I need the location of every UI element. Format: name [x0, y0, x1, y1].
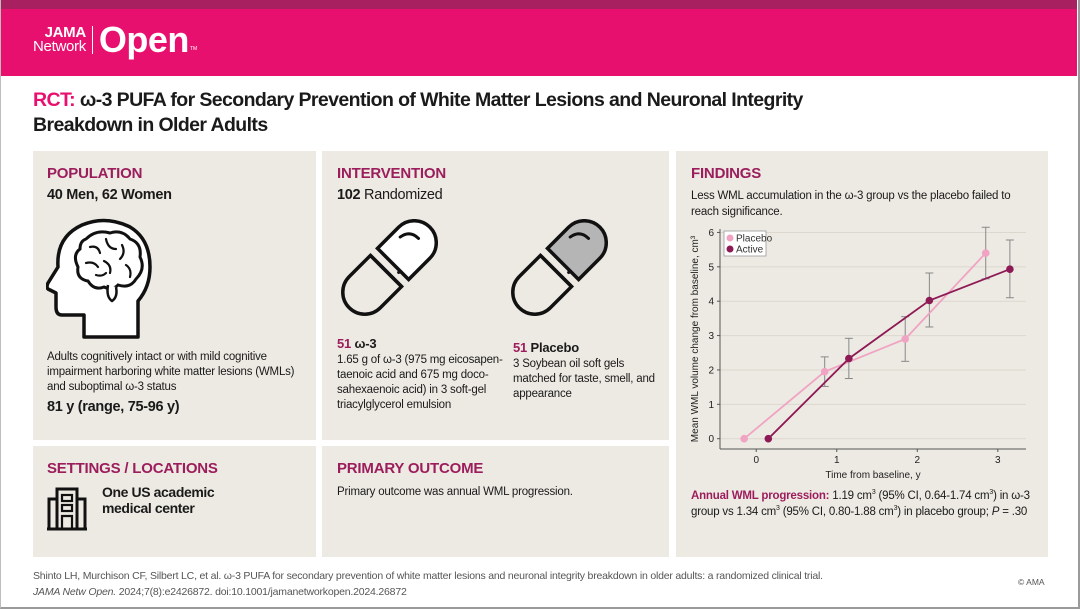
primary-outcome-text: Primary outcome was annual WML progressi… — [337, 486, 573, 498]
population-heading: POPULATION — [47, 165, 143, 182]
superscript-3: 3 — [776, 504, 780, 512]
citation-line2: JAMA Netw Open. 2024;7(8):e2426872. doi:… — [33, 584, 823, 600]
annual-placebo-value: ) in ω-3 group vs 1.34 cm — [691, 490, 1030, 518]
settings-heading: SETTINGS / LOCATIONS — [47, 460, 218, 477]
y-tick-label: 5 — [708, 262, 714, 273]
logo-left: JAMA Network — [33, 24, 93, 55]
settings-location-line1: One US academic — [102, 484, 215, 500]
arm-placebo: 51 Placebo 3 Soybean oil soft gels match… — [513, 340, 663, 402]
p-value: = .30 — [999, 505, 1028, 518]
annual-omega3-ci: (95% CI, 0.64-1.74 cm — [875, 490, 990, 502]
annual-omega3-value: 1.19 cm — [829, 490, 872, 502]
randomized-count: 102 Randomized — [337, 187, 443, 203]
y-tick-label: 0 — [708, 434, 714, 445]
copyright: © AMA — [1018, 577, 1045, 587]
capsule-white-icon — [341, 219, 438, 316]
title-text: ω-3 PUFA for Secondary Prevention of Whi… — [33, 89, 803, 136]
population-sex-count: 40 Men, 62 Women — [47, 187, 172, 203]
findings-description: Less WML accumulation in the ω-3 group v… — [691, 190, 1011, 218]
arm-placebo-description: 3 Soybean oil soft gels matched for tast… — [513, 358, 655, 400]
title-prefix: RCT: — [33, 89, 76, 111]
data-point-active — [845, 354, 853, 363]
arm-omega3-title: 51 ω-3 — [337, 336, 532, 351]
population-age: 81 y (range, 75-96 y) — [47, 399, 180, 415]
y-tick-label: 4 — [708, 297, 714, 308]
arm-omega3-description: 1.65 g of ω-3 (975 mg eicosapen-taenoic … — [337, 354, 503, 411]
data-point-placebo — [981, 249, 990, 257]
y-tick-label: 1 — [708, 400, 714, 411]
wml-change-chart: 0 1 2 3 4 5 6 0 1 2 3 Time from baseline, y Mean W… — [690, 226, 1026, 481]
capsule-gray-icon — [511, 219, 608, 316]
data-point-placebo — [740, 434, 748, 443]
arm-omega3: 51 ω-3 1.65 g of ω-3 (975 mg eicosapen-t… — [337, 336, 532, 413]
settings-location: One US academic medical center — [102, 484, 215, 516]
series-line-active — [767, 268, 1011, 440]
header-banner: JAMA Network Open TM — [1, 0, 1077, 76]
jama-network-open-logo[interactable]: JAMA Network Open TM — [33, 22, 197, 58]
logo-network-text: Network — [33, 38, 86, 55]
y-tick-label: 3 — [708, 331, 714, 342]
findings-panel: FINDINGS Less WML accumulation in the ω-… — [676, 151, 1048, 557]
intervention-panel: INTERVENTION 102 Randomized 51 ω-3 1.65 … — [322, 151, 669, 440]
p-label: P — [991, 505, 1000, 518]
chart-series — [740, 226, 1014, 443]
citation-journal: JAMA Netw Open. — [33, 586, 116, 598]
legend-marker-active — [726, 245, 734, 253]
data-point-active — [1006, 265, 1014, 274]
annual-progression-label: Annual WML progression: — [691, 490, 830, 502]
arm-placebo-name: Placebo — [527, 340, 579, 355]
citation-doi[interactable]: 2024;7(8):e2426872. doi:10.1001/jamanetw… — [115, 586, 407, 598]
arm-placebo-title: 51 Placebo — [513, 340, 663, 355]
logo-open-text: Open — [98, 19, 190, 60]
x-tick-label: 2 — [915, 455, 921, 466]
x-tick-label: 3 — [995, 455, 1001, 466]
randomized-label: Randomized — [360, 187, 443, 203]
citation: Shinto LH, Murchison CF, Silbert LC, et … — [33, 568, 823, 600]
randomized-number: 102 — [337, 187, 361, 203]
y-axis-label: Mean WML volume change from baseline, cm… — [690, 235, 701, 442]
page-title: RCT: ω-3 PUFA for Secondary Prevention o… — [33, 88, 883, 138]
annual-placebo-ci: (95% CI, 0.80-1.88 cm — [779, 505, 894, 518]
population-panel: POPULATION 40 Men, 62 Women Adults cogni… — [33, 151, 316, 440]
series-line-placebo — [743, 252, 987, 440]
citation-line1: Shinto LH, Murchison CF, Silbert LC, et … — [33, 570, 823, 582]
primary-outcome-heading: PRIMARY OUTCOME — [337, 460, 484, 477]
chart-grid — [720, 231, 1026, 440]
x-tick-label: 1 — [834, 455, 840, 466]
arm-omega3-n: 51 — [337, 336, 352, 351]
settings-location-line2: medical center — [102, 500, 195, 516]
annual-placebo-group: ) in placebo group; — [897, 505, 992, 518]
population-description: Adults cognitively intact or with mild c… — [47, 351, 295, 393]
settings-panel: SETTINGS / LOCATIONS One US academic med… — [33, 446, 316, 557]
legend-marker-placebo — [726, 234, 734, 242]
data-point-active — [925, 296, 934, 305]
arm-omega3-name: ω-3 — [351, 336, 377, 351]
arm-placebo-n: 51 — [513, 340, 528, 355]
intervention-heading: INTERVENTION — [337, 165, 447, 182]
y-tick-label: 6 — [708, 228, 714, 239]
logo-trademark: TM — [189, 46, 198, 52]
x-tick-label: 0 — [753, 455, 759, 466]
findings-heading: FINDINGS — [691, 165, 762, 182]
superscript-3: 3 — [871, 489, 876, 497]
building-icon — [47, 487, 87, 531]
x-axis-label: Time from baseline, y — [825, 470, 920, 481]
chart-legend: Placebo Active — [723, 230, 773, 257]
superscript-3: 3 — [989, 489, 994, 497]
data-point-active — [764, 434, 773, 443]
chart-ticks: 0 1 2 3 4 5 6 0 1 2 3 — [708, 228, 1001, 466]
data-point-placebo — [901, 335, 910, 343]
data-point-placebo — [820, 367, 829, 376]
superscript-3: 3 — [893, 504, 898, 512]
legend-label-placebo: Placebo — [736, 234, 773, 245]
header-strip — [1, 0, 1077, 9]
logo-jama-text: JAMA — [44, 24, 87, 41]
primary-outcome-panel: PRIMARY OUTCOME Primary outcome was annu… — [322, 446, 669, 557]
legend-label-active: Active — [736, 245, 764, 256]
annual-progression-text: Annual WML progression: 1.19 cm3 (95% CI… — [691, 489, 1041, 520]
y-tick-label: 2 — [708, 365, 714, 376]
head-brain-icon — [46, 218, 152, 339]
